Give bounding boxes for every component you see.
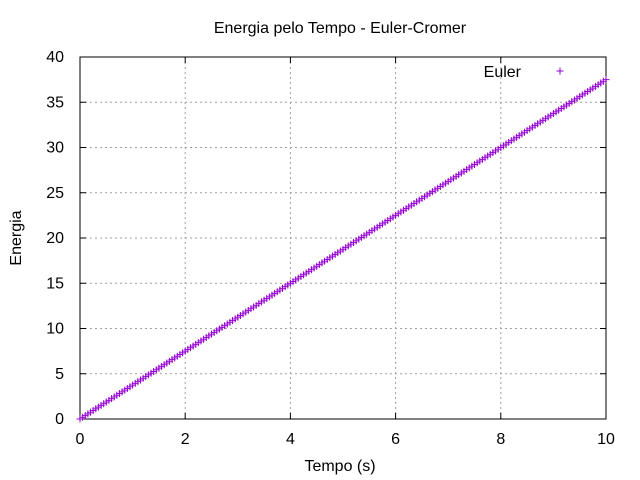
x-tick-label: 4 bbox=[286, 431, 295, 448]
grid bbox=[80, 57, 606, 419]
legend-marker-euler bbox=[556, 67, 564, 75]
data-points bbox=[76, 76, 610, 423]
x-axis-label: Tempo (s) bbox=[304, 458, 375, 475]
ticks: 0 2 4 6 8 10 0 5 10 15 20 25 30 35 40 bbox=[46, 49, 615, 448]
legend-plus-marker bbox=[556, 67, 564, 75]
y-tick-label: 5 bbox=[55, 366, 64, 383]
y-tick-label: 20 bbox=[46, 230, 64, 247]
y-tick-label: 30 bbox=[46, 140, 64, 157]
y-tick-label: 40 bbox=[46, 49, 64, 66]
y-tick-label: 0 bbox=[55, 411, 64, 428]
x-tick-label: 2 bbox=[181, 431, 190, 448]
y-tick-label: 10 bbox=[46, 321, 64, 338]
y-tick-label: 35 bbox=[46, 94, 64, 111]
x-tick-label: 10 bbox=[597, 431, 615, 448]
chart-title: Energia pelo Tempo - Euler-Cromer bbox=[214, 20, 467, 37]
data-point bbox=[602, 76, 610, 84]
y-axis-label: Energia bbox=[8, 210, 25, 265]
x-tick-label: 8 bbox=[496, 431, 505, 448]
x-tick-label: 0 bbox=[76, 431, 85, 448]
legend-label-euler: Euler bbox=[484, 64, 522, 81]
legend: Euler bbox=[484, 64, 564, 81]
y-tick-label: 25 bbox=[46, 185, 64, 202]
x-tick-label: 6 bbox=[391, 431, 400, 448]
y-tick-label: 15 bbox=[46, 275, 64, 292]
